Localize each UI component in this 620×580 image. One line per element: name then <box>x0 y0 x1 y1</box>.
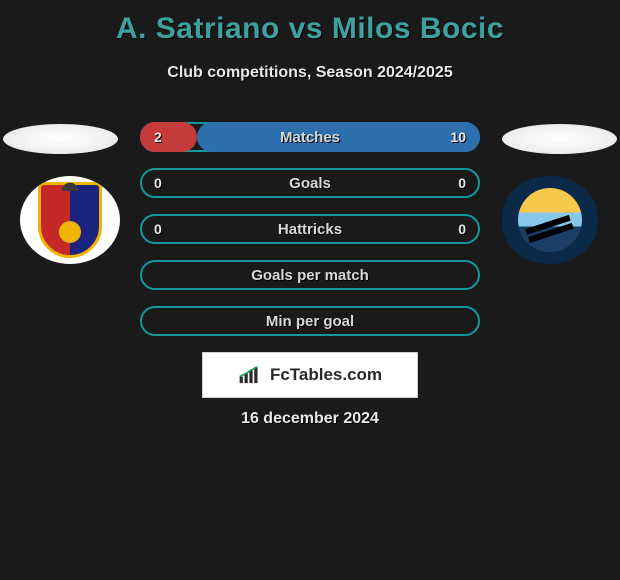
subtitle: Club competitions, Season 2024/2025 <box>0 64 620 82</box>
crest-casertana <box>38 182 102 258</box>
team-crest-left <box>20 176 120 264</box>
stat-row: Min per goal <box>140 306 480 336</box>
brand-logo: FcTables.com <box>238 365 382 385</box>
stat-rows: 2 Matches 10 0 Goals 0 0 Hattricks 0 Goals per ma… <box>140 122 480 352</box>
stat-value-right: 10 <box>450 129 466 145</box>
stat-value-left: 0 <box>154 221 162 237</box>
player-avatar-placeholder-right <box>502 124 617 154</box>
page-title: A. Satriano vs Milos Bocic <box>0 0 620 46</box>
brand-box: FcTables.com <box>202 352 418 398</box>
stat-fill-left <box>140 122 197 152</box>
comparison-infographic: A. Satriano vs Milos Bocic Club competit… <box>0 0 620 580</box>
stat-value-left: 0 <box>154 175 162 191</box>
stat-value-left: 2 <box>154 129 162 145</box>
stat-label: Hattricks <box>278 221 342 238</box>
team-crest-right <box>500 176 600 264</box>
stat-label: Goals <box>289 175 331 192</box>
stat-row: Goals per match <box>140 260 480 290</box>
date-label: 16 december 2024 <box>0 410 620 428</box>
brand-label: FcTables.com <box>270 365 382 385</box>
stat-label: Min per goal <box>266 313 354 330</box>
stat-value-right: 0 <box>458 221 466 237</box>
crest-latina <box>502 176 598 264</box>
stat-label: Goals per match <box>251 267 369 284</box>
stat-label: Matches <box>280 129 340 146</box>
stat-row: 0 Goals 0 <box>140 168 480 198</box>
bar-chart-icon <box>238 365 264 385</box>
stat-value-right: 0 <box>458 175 466 191</box>
stat-row: 2 Matches 10 <box>140 122 480 152</box>
player-avatar-placeholder-left <box>3 124 118 154</box>
stat-row: 0 Hattricks 0 <box>140 214 480 244</box>
